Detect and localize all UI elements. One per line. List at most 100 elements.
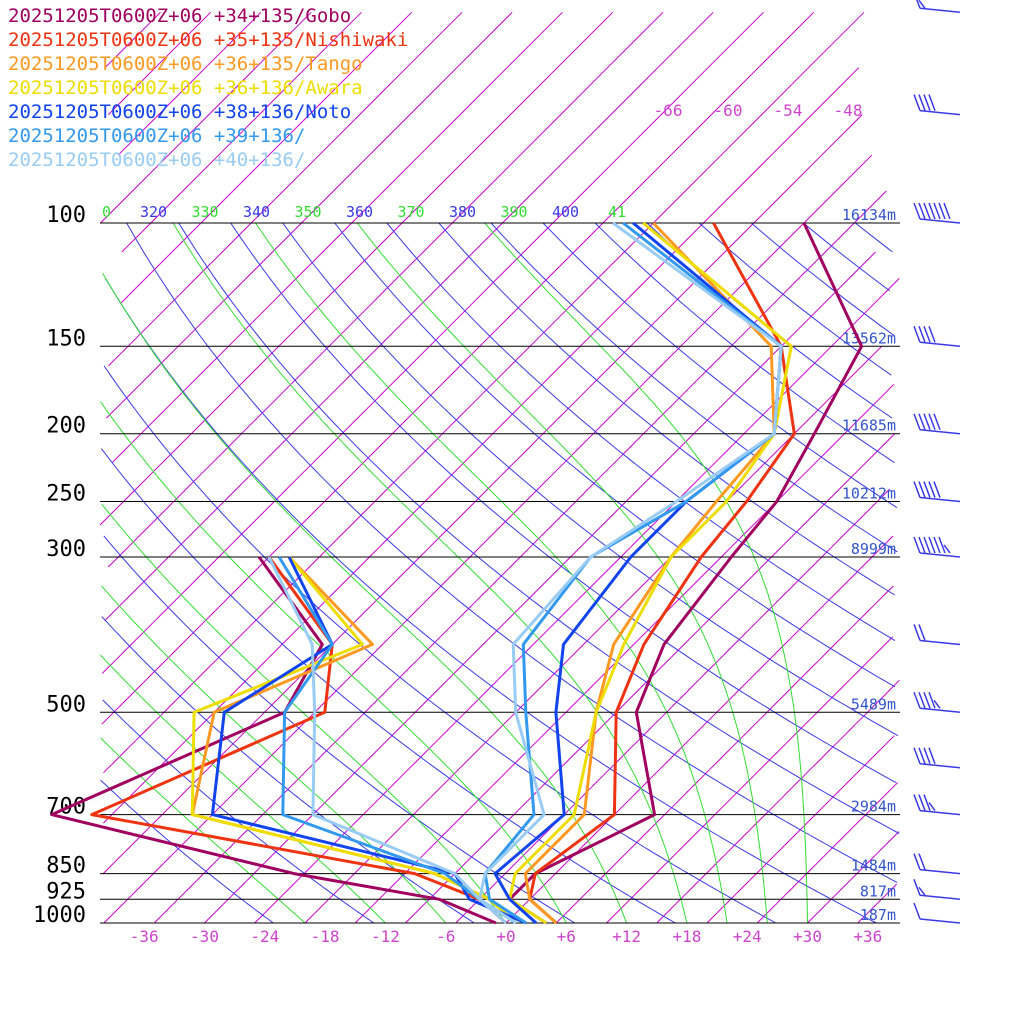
upper-temperature-tick-label: -66 (654, 101, 683, 120)
wind-barb-staff (919, 218, 961, 224)
isotherm-line (254, 278, 900, 924)
wind-barb (913, 202, 961, 224)
wind-barb-flag (913, 536, 921, 554)
dry-adiabat-line (100, 448, 676, 924)
wind-barb-staff (919, 109, 961, 116)
wind-barb-flag (913, 879, 921, 896)
theta-label: 0 (102, 203, 111, 221)
height-label: 11685m (842, 417, 896, 435)
wind-barb-staff (919, 341, 961, 348)
isotherm-line (153, 190, 887, 924)
wind-barb-flag (923, 326, 931, 343)
height-label: 817m (860, 882, 896, 900)
wind-barb-flag (928, 481, 936, 498)
isotherm-line (505, 535, 894, 924)
wind-barb-flag (913, 624, 921, 641)
dry-adiabat-line (698, 222, 892, 376)
isotherm-line (99, 11, 614, 526)
isotherm-line (455, 488, 890, 924)
wind-barb-staff (919, 707, 961, 714)
pressure-label: 850 (46, 854, 86, 879)
wind-barb-flag (928, 747, 936, 764)
dry-adiabat-line (750, 222, 896, 337)
temperature-tick-label: +6 (557, 927, 576, 946)
wind-barb-flag (923, 94, 931, 111)
wind-barb-flag (913, 481, 921, 498)
wind-barb (916, 0, 961, 14)
wind-barb-flag (928, 802, 936, 812)
pressure-label: 250 (46, 482, 86, 507)
height-labels: 16134m 13562m 11685m 10212m 8999m 5489m 2984m 1… (842, 206, 896, 924)
isotherm-line (104, 11, 161, 69)
wind-barb-flag (913, 747, 921, 764)
wind-barb-flag (933, 536, 941, 554)
wind-barb-staff (919, 762, 961, 769)
wind-barb (913, 853, 961, 875)
wind-barb-staff (919, 552, 961, 558)
wind-barb-flag (928, 536, 936, 554)
legend-entry: 20251205T0600Z+06 +39+136/ (8, 125, 306, 147)
wind-barb-flag (918, 853, 926, 870)
wind-barb-flag (913, 202, 921, 220)
theta-label: 380 (449, 203, 476, 221)
wind-barb (913, 624, 961, 646)
temperature-line (508, 221, 793, 925)
wind-barb-flag (918, 692, 926, 709)
moist-adiabat-line (100, 401, 567, 924)
wind-barb-flag (923, 202, 931, 220)
wind-barb-flag (918, 794, 926, 811)
upper-temperature-tick-label: -60 (714, 101, 743, 120)
dry-adiabat-line (282, 222, 899, 737)
legend-entry: 20251205T0600Z+06 +38+136/Noto (8, 101, 352, 123)
height-label: 2984m (851, 798, 896, 816)
pressure-label: 925 (46, 879, 86, 904)
isobar-lines (100, 222, 900, 924)
pressure-label: 1000 (33, 903, 86, 928)
height-label: 187m (860, 906, 896, 924)
theta-label: 340 (243, 203, 270, 221)
wind-barb-flag (928, 326, 936, 343)
isotherm-line (807, 831, 900, 924)
theta-label: 370 (397, 203, 424, 221)
height-label: 8999m (851, 540, 896, 558)
wind-barb-flag (913, 853, 921, 870)
height-label: 1484m (851, 857, 896, 875)
temperature-tick-label: -30 (190, 927, 219, 946)
temperature-tick-label: +30 (793, 927, 822, 946)
dry-adiabat-line (646, 222, 893, 419)
wind-barb (913, 536, 961, 558)
dewpoint-line (50, 556, 497, 925)
temperature-tick-label: -24 (250, 927, 279, 946)
wind-barb-flag (918, 624, 926, 641)
wind-barb (913, 879, 961, 901)
wind-barbs (913, 0, 961, 924)
wind-barb-flag (913, 902, 921, 920)
temperature-line (483, 221, 783, 925)
wind-barb (913, 413, 961, 435)
wind-barb-flag (916, 0, 921, 9)
wind-barb-flag (923, 481, 931, 498)
wind-barb-staff (919, 868, 961, 875)
height-label: 10212m (842, 485, 896, 503)
wind-barb (913, 794, 961, 816)
upper-temperature-tick-label: -54 (774, 101, 803, 120)
theta-label: 41 (608, 203, 626, 221)
dewpoint-line (190, 555, 517, 925)
isotherm-line (103, 67, 860, 824)
wind-barb (913, 902, 961, 924)
wind-barb-flag (933, 481, 941, 498)
wind-barb-flag (918, 94, 926, 111)
dry-adiabat-line (802, 222, 891, 292)
legend-entry: 20251205T0600Z+06 +34+135/Gobo (8, 5, 352, 27)
wind-barb-flag (943, 544, 951, 554)
isotherm-line (555, 585, 894, 924)
theta-label: 330 (191, 203, 218, 221)
dry-adiabat-line (126, 222, 898, 883)
dry-adiabat-line (490, 222, 898, 553)
moist-adiabat-line (255, 222, 728, 924)
temperature-tick-label: -6 (436, 927, 455, 946)
pressure-label: 500 (46, 692, 86, 717)
wind-barb-flag (918, 481, 926, 498)
